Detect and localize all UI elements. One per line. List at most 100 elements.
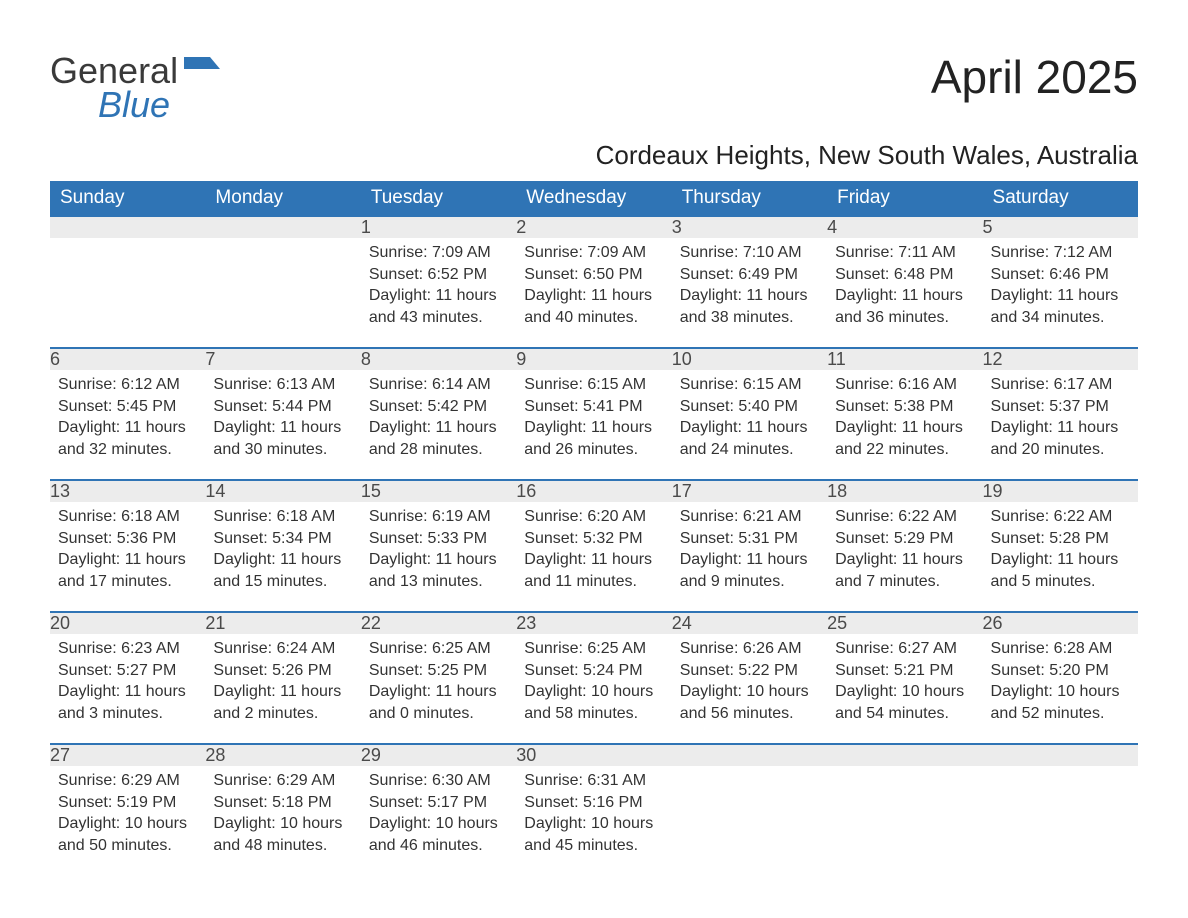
sunset-line: Sunset: 5:16 PM xyxy=(524,792,663,814)
sunrise-line: Sunrise: 7:09 AM xyxy=(524,242,663,264)
daylight-line: Daylight: 10 hours and 46 minutes. xyxy=(369,813,508,856)
day-number: 24 xyxy=(672,612,827,634)
empty-day-cell xyxy=(827,766,982,866)
day-number: 21 xyxy=(205,612,360,634)
day-details: Sunrise: 6:29 AMSunset: 5:18 PMDaylight:… xyxy=(205,766,360,866)
sunset-line: Sunset: 5:37 PM xyxy=(991,396,1130,418)
empty-day-cell xyxy=(50,238,205,348)
day-details: Sunrise: 6:15 AMSunset: 5:40 PMDaylight:… xyxy=(672,370,827,470)
sunrise-line: Sunrise: 6:14 AM xyxy=(369,374,508,396)
sunrise-line: Sunrise: 6:15 AM xyxy=(524,374,663,396)
sunrise-line: Sunrise: 6:12 AM xyxy=(58,374,197,396)
sunset-line: Sunset: 5:38 PM xyxy=(835,396,974,418)
sunset-line: Sunset: 6:52 PM xyxy=(369,264,508,286)
empty-day-number xyxy=(672,744,827,766)
sunrise-line: Sunrise: 6:29 AM xyxy=(213,770,352,792)
logo-flag-icon xyxy=(184,57,224,88)
sunset-line: Sunset: 5:44 PM xyxy=(213,396,352,418)
day-details: Sunrise: 7:10 AMSunset: 6:49 PMDaylight:… xyxy=(672,238,827,338)
day-cell: Sunrise: 6:28 AMSunset: 5:20 PMDaylight:… xyxy=(983,634,1138,744)
day-details: Sunrise: 6:29 AMSunset: 5:19 PMDaylight:… xyxy=(50,766,205,866)
day-cell: Sunrise: 6:31 AMSunset: 5:16 PMDaylight:… xyxy=(516,766,671,866)
day-cell: Sunrise: 6:19 AMSunset: 5:33 PMDaylight:… xyxy=(361,502,516,612)
weekday-header: Thursday xyxy=(672,181,827,216)
sunrise-line: Sunrise: 6:22 AM xyxy=(835,506,974,528)
daylight-line: Daylight: 11 hours and 17 minutes. xyxy=(58,549,197,592)
daylight-line: Daylight: 10 hours and 48 minutes. xyxy=(213,813,352,856)
day-cell: Sunrise: 6:12 AMSunset: 5:45 PMDaylight:… xyxy=(50,370,205,480)
day-number: 22 xyxy=(361,612,516,634)
day-details: Sunrise: 6:17 AMSunset: 5:37 PMDaylight:… xyxy=(983,370,1138,470)
day-details: Sunrise: 7:12 AMSunset: 6:46 PMDaylight:… xyxy=(983,238,1138,338)
sunrise-line: Sunrise: 6:29 AM xyxy=(58,770,197,792)
day-number: 3 xyxy=(672,216,827,238)
sunset-line: Sunset: 5:29 PM xyxy=(835,528,974,550)
day-number: 1 xyxy=(361,216,516,238)
day-number: 27 xyxy=(50,744,205,766)
month-title: April 2025 xyxy=(931,50,1138,104)
day-number: 11 xyxy=(827,348,982,370)
daylight-line: Daylight: 11 hours and 11 minutes. xyxy=(524,549,663,592)
weekday-header: Monday xyxy=(205,181,360,216)
weekday-header: Friday xyxy=(827,181,982,216)
calendar-body: 12345Sunrise: 7:09 AMSunset: 6:52 PMDayl… xyxy=(50,216,1138,866)
sunset-line: Sunset: 6:46 PM xyxy=(991,264,1130,286)
sunset-line: Sunset: 5:17 PM xyxy=(369,792,508,814)
day-number: 4 xyxy=(827,216,982,238)
day-number: 28 xyxy=(205,744,360,766)
sunset-line: Sunset: 5:32 PM xyxy=(524,528,663,550)
day-details: Sunrise: 6:30 AMSunset: 5:17 PMDaylight:… xyxy=(361,766,516,866)
sunset-line: Sunset: 5:22 PM xyxy=(680,660,819,682)
day-number: 26 xyxy=(983,612,1138,634)
day-number: 18 xyxy=(827,480,982,502)
location-subtitle: Cordeaux Heights, New South Wales, Austr… xyxy=(50,140,1138,171)
empty-day-number xyxy=(983,744,1138,766)
week-daynum-row: 6789101112 xyxy=(50,348,1138,370)
day-number: 8 xyxy=(361,348,516,370)
day-number: 12 xyxy=(983,348,1138,370)
day-cell: Sunrise: 6:14 AMSunset: 5:42 PMDaylight:… xyxy=(361,370,516,480)
daylight-line: Daylight: 11 hours and 26 minutes. xyxy=(524,417,663,460)
weekday-header: Tuesday xyxy=(361,181,516,216)
day-number: 20 xyxy=(50,612,205,634)
day-details: Sunrise: 6:22 AMSunset: 5:28 PMDaylight:… xyxy=(983,502,1138,602)
day-details: Sunrise: 6:24 AMSunset: 5:26 PMDaylight:… xyxy=(205,634,360,734)
day-details: Sunrise: 6:20 AMSunset: 5:32 PMDaylight:… xyxy=(516,502,671,602)
empty-day-cell xyxy=(672,766,827,866)
sunset-line: Sunset: 5:34 PM xyxy=(213,528,352,550)
sunrise-line: Sunrise: 6:26 AM xyxy=(680,638,819,660)
day-details: Sunrise: 6:12 AMSunset: 5:45 PMDaylight:… xyxy=(50,370,205,470)
sunrise-line: Sunrise: 6:23 AM xyxy=(58,638,197,660)
daylight-line: Daylight: 11 hours and 15 minutes. xyxy=(213,549,352,592)
logo-text-blue: Blue xyxy=(98,84,170,126)
day-cell: Sunrise: 6:13 AMSunset: 5:44 PMDaylight:… xyxy=(205,370,360,480)
header-row: General Blue April 2025 xyxy=(50,50,1138,126)
daylight-line: Daylight: 11 hours and 7 minutes. xyxy=(835,549,974,592)
empty-day-number xyxy=(827,744,982,766)
sunrise-line: Sunrise: 6:18 AM xyxy=(58,506,197,528)
sunrise-line: Sunrise: 7:10 AM xyxy=(680,242,819,264)
daylight-line: Daylight: 11 hours and 43 minutes. xyxy=(369,285,508,328)
week-content-row: Sunrise: 6:23 AMSunset: 5:27 PMDaylight:… xyxy=(50,634,1138,744)
day-cell: Sunrise: 6:22 AMSunset: 5:29 PMDaylight:… xyxy=(827,502,982,612)
daylight-line: Daylight: 11 hours and 2 minutes. xyxy=(213,681,352,724)
sunset-line: Sunset: 5:27 PM xyxy=(58,660,197,682)
day-cell: Sunrise: 7:09 AMSunset: 6:52 PMDaylight:… xyxy=(361,238,516,348)
week-daynum-row: 20212223242526 xyxy=(50,612,1138,634)
day-number: 5 xyxy=(983,216,1138,238)
day-details: Sunrise: 7:11 AMSunset: 6:48 PMDaylight:… xyxy=(827,238,982,338)
sunrise-line: Sunrise: 6:25 AM xyxy=(524,638,663,660)
sunset-line: Sunset: 5:45 PM xyxy=(58,396,197,418)
sunset-line: Sunset: 6:50 PM xyxy=(524,264,663,286)
daylight-line: Daylight: 11 hours and 3 minutes. xyxy=(58,681,197,724)
sunset-line: Sunset: 5:33 PM xyxy=(369,528,508,550)
sunrise-line: Sunrise: 7:11 AM xyxy=(835,242,974,264)
sunset-line: Sunset: 5:41 PM xyxy=(524,396,663,418)
empty-day-number xyxy=(50,216,205,238)
sunrise-line: Sunrise: 6:27 AM xyxy=(835,638,974,660)
day-number: 29 xyxy=(361,744,516,766)
day-details: Sunrise: 6:23 AMSunset: 5:27 PMDaylight:… xyxy=(50,634,205,734)
day-number: 14 xyxy=(205,480,360,502)
sunrise-line: Sunrise: 6:25 AM xyxy=(369,638,508,660)
sunset-line: Sunset: 5:26 PM xyxy=(213,660,352,682)
